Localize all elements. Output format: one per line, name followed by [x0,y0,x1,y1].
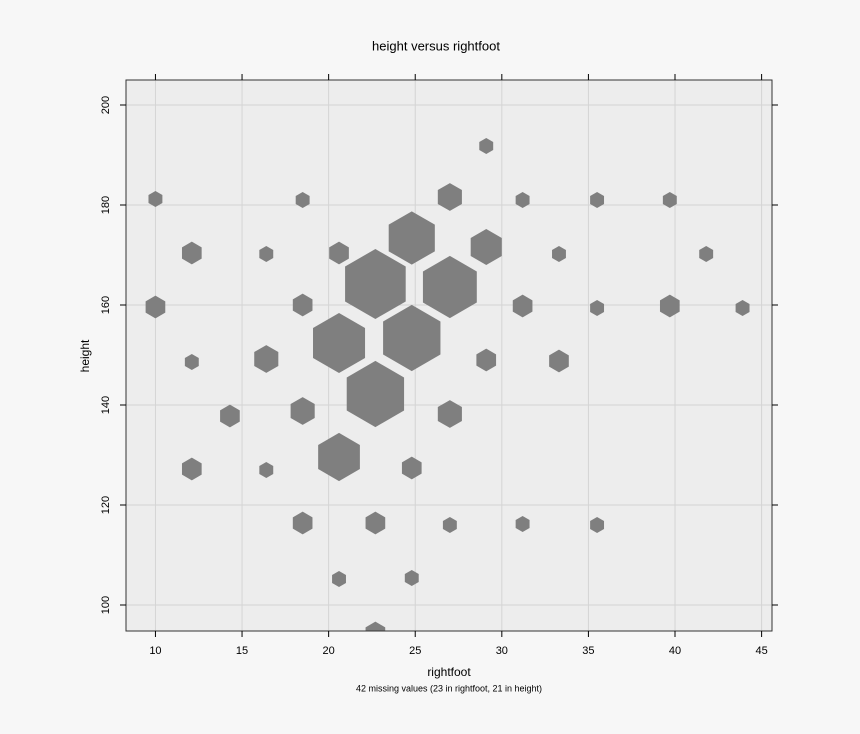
x-tick-label: 35 [582,645,594,657]
hexagon [479,137,494,155]
hexagon [659,294,680,318]
x-tick-label: 30 [496,645,508,657]
x-tick-label: 10 [149,645,161,657]
x-tick-label: 20 [323,645,335,657]
hexagon [220,404,240,428]
hexagon [515,191,530,209]
hexagon [365,511,386,535]
hexagon [184,353,199,371]
x-tick-label: 25 [409,645,421,657]
x-tick-label: 45 [755,645,767,657]
chart-title: height versus rightfoot [372,38,500,53]
hexagon [332,570,346,588]
hexagon [442,516,457,534]
y-tick-label: 120 [100,496,112,514]
hexagon [383,304,441,372]
hexagon [662,191,677,209]
hexagon [552,245,566,263]
hexes [145,137,750,631]
x-tick-label: 15 [236,645,248,657]
hexagon [401,456,422,480]
hexagon [422,255,477,319]
hexagon [735,299,750,317]
x-axis-label: rightfoot [427,665,471,679]
y-tick-label: 160 [100,296,112,314]
hexagon [346,360,405,428]
hexagon [254,345,279,373]
y-tick-label: 100 [100,596,112,614]
hexagon [292,511,313,535]
x-tick-label: 40 [669,645,681,657]
hexagon [145,295,166,319]
y-tick-label: 180 [100,196,112,214]
y-tick-label: 140 [100,396,112,414]
hexagon [292,293,313,317]
hexagon [313,312,366,374]
hexagon [437,183,462,211]
subtitle: 42 missing values (23 in rightfoot, 21 i… [356,683,542,693]
hexagon [345,249,406,319]
hexagon [515,515,530,533]
hexagon [470,229,502,265]
hexagon [512,294,533,318]
panel [126,80,772,631]
hexagon [318,432,360,482]
y-tick-label: 200 [100,96,112,114]
hexagon [329,241,349,265]
hexagon [181,241,202,265]
hexagon [476,348,497,372]
hexagon [590,299,605,317]
hexagon [295,191,310,209]
y-axis-label: height [78,339,92,372]
hexagon [404,569,419,587]
hexagon [290,397,315,425]
hexagon [549,349,569,373]
hexagon [590,516,605,534]
panel-border [125,79,773,632]
hexagon [148,190,163,208]
hexagon [259,245,274,263]
hexagon [259,461,274,479]
hexagon [590,191,605,209]
hexagon [437,400,462,428]
hexagon [699,245,714,263]
hexagon [181,457,202,481]
hexagon [365,621,386,631]
hexagon [388,211,435,265]
